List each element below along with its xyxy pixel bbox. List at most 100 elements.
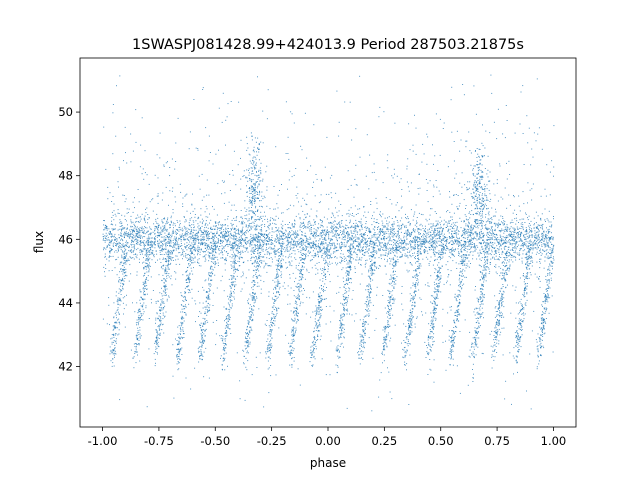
data-point	[221, 245, 223, 247]
data-point	[344, 237, 346, 239]
data-point	[425, 228, 426, 230]
data-point	[330, 192, 332, 194]
data-point	[443, 237, 445, 239]
data-point	[343, 244, 345, 246]
data-point	[409, 223, 411, 224]
data-point	[357, 224, 358, 226]
data-point	[170, 220, 172, 222]
data-point	[517, 234, 519, 236]
data-point	[289, 277, 291, 279]
data-point	[379, 241, 381, 243]
data-point	[164, 218, 166, 220]
data-point	[530, 256, 532, 257]
data-point	[109, 233, 111, 235]
data-point	[512, 222, 514, 223]
data-point	[468, 221, 469, 223]
data-point	[284, 251, 286, 253]
data-point	[499, 313, 501, 315]
data-point	[335, 236, 337, 238]
data-point	[363, 237, 365, 239]
data-point	[307, 227, 309, 229]
data-point	[445, 249, 447, 251]
data-point	[451, 230, 453, 232]
data-point	[548, 236, 550, 238]
data-point	[448, 256, 450, 258]
data-point	[333, 242, 335, 244]
data-point	[162, 236, 164, 238]
data-point	[354, 272, 356, 273]
data-point	[489, 223, 491, 224]
data-point	[137, 247, 139, 249]
data-point	[424, 341, 426, 343]
data-point	[316, 230, 318, 232]
data-point	[210, 228, 211, 230]
data-point	[402, 223, 404, 225]
data-point	[266, 234, 267, 236]
data-point	[264, 225, 266, 227]
data-point	[205, 251, 206, 253]
data-point	[288, 237, 290, 239]
data-point	[190, 388, 192, 390]
data-point	[409, 236, 411, 237]
data-point	[508, 267, 510, 269]
data-point	[535, 234, 537, 236]
data-point	[255, 240, 257, 242]
data-point	[408, 270, 410, 272]
data-point	[273, 231, 275, 233]
data-point	[139, 249, 141, 251]
data-point	[419, 239, 421, 240]
data-point	[359, 242, 361, 244]
data-point	[264, 224, 266, 225]
data-point	[346, 255, 348, 257]
data-point	[419, 252, 421, 254]
data-point	[543, 231, 545, 232]
data-point	[303, 222, 305, 224]
data-point	[299, 229, 301, 231]
data-point	[256, 241, 258, 243]
data-point	[510, 221, 512, 223]
data-point	[130, 219, 132, 221]
data-point	[375, 197, 377, 199]
data-point	[209, 242, 211, 244]
data-point	[217, 222, 219, 224]
data-point	[351, 226, 353, 228]
data-point	[118, 245, 120, 247]
data-point	[225, 235, 227, 237]
data-point	[114, 228, 115, 230]
data-point	[517, 233, 519, 235]
data-point	[512, 247, 514, 249]
data-point	[383, 233, 385, 235]
data-point	[423, 234, 425, 235]
data-point	[520, 245, 522, 247]
data-point	[124, 245, 126, 247]
data-point	[533, 241, 535, 243]
data-point	[347, 240, 349, 242]
data-point	[112, 214, 114, 216]
data-point	[441, 233, 443, 235]
data-point	[432, 237, 434, 239]
data-point	[327, 232, 329, 233]
data-point	[135, 229, 137, 231]
data-point	[508, 241, 510, 243]
data-point	[181, 253, 183, 255]
data-point	[485, 256, 487, 258]
data-point	[285, 256, 287, 258]
data-point	[318, 262, 320, 263]
data-point	[264, 233, 266, 235]
data-point	[374, 243, 376, 245]
data-point	[130, 229, 132, 230]
data-point	[194, 226, 195, 228]
data-point	[389, 239, 391, 241]
data-point	[358, 238, 360, 240]
data-point	[461, 259, 463, 261]
data-point	[219, 227, 220, 229]
data-point	[367, 252, 369, 254]
data-point	[263, 256, 265, 258]
data-point	[196, 239, 198, 240]
data-point	[114, 233, 116, 235]
data-point	[336, 238, 338, 240]
data-point	[451, 219, 453, 221]
data-point	[257, 225, 259, 227]
data-point	[304, 278, 306, 280]
data-point	[438, 244, 440, 246]
